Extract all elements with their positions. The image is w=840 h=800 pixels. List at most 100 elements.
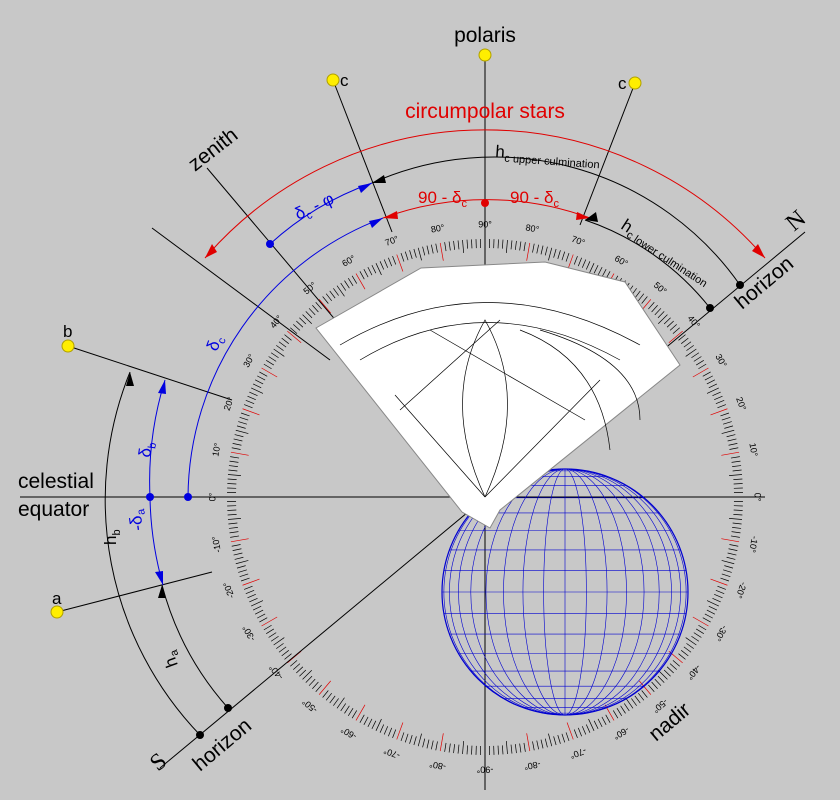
scale-tick (585, 261, 591, 270)
scale-tick (270, 352, 279, 359)
scale-tick (588, 718, 595, 731)
scale-tick (371, 720, 377, 730)
protractor-line (394, 394, 486, 498)
scale-tick (651, 681, 658, 689)
scale-tick (315, 684, 322, 692)
scale-tick (672, 327, 680, 334)
scale-tick (305, 675, 313, 683)
scale-tick (404, 251, 409, 261)
scale-tick (302, 314, 313, 325)
scale-tick (383, 726, 389, 735)
scale-tick (296, 320, 304, 328)
scale-tick (683, 646, 692, 653)
scale-tick (514, 240, 517, 250)
scale-tick (448, 743, 451, 753)
scale-tick (601, 269, 607, 278)
red-arrows (205, 199, 765, 258)
scale-tick (363, 716, 369, 725)
scale-tick (238, 569, 247, 573)
scale-tick (239, 416, 249, 421)
scale-tick (457, 240, 460, 250)
scale-tick (322, 296, 329, 304)
degree-scale: 90°80° 80°70° 70°60° 60°50° 50°40° 40°30° 30°2… (207, 219, 762, 774)
scale-tick (340, 282, 347, 291)
scale-tick (651, 305, 658, 313)
scale-tick (244, 404, 253, 409)
protractor-arc (519, 329, 611, 451)
scale-tick (726, 434, 736, 438)
scale-tick (727, 438, 737, 442)
scale-tick (229, 460, 239, 463)
scale-tick (228, 526, 238, 529)
scale-tick (717, 585, 726, 590)
scale-tick (638, 293, 645, 302)
scale-tick (347, 278, 354, 287)
scale-tick (251, 387, 264, 394)
scale-tick (435, 741, 438, 751)
label-sub: c (461, 198, 467, 210)
scale-tick (733, 514, 743, 516)
scale-tick (657, 675, 665, 683)
scale-tick (252, 383, 262, 389)
scale-tick (351, 275, 358, 284)
hc-lower-arc (584, 219, 711, 309)
scale-label: -80° (523, 759, 541, 772)
label-main: δ (135, 447, 155, 459)
scale-tick (502, 239, 504, 249)
star (326, 73, 340, 87)
scale-tick (242, 578, 260, 586)
scale-tick (657, 311, 665, 319)
scale-tick (544, 246, 548, 256)
scale-tick (392, 256, 397, 265)
scale-tick (312, 681, 319, 689)
scale-tick (693, 356, 702, 362)
scale-tick (731, 460, 741, 463)
scale-tick (548, 733, 553, 747)
label-circumpolar: circumpolar stars (405, 100, 565, 123)
scale-tick (657, 669, 668, 680)
scale-tick (266, 628, 275, 635)
scale-tick (502, 745, 504, 755)
scale-tick (417, 247, 422, 261)
scale-tick (510, 744, 513, 754)
dc-line (151, 227, 331, 361)
scale-tick (453, 240, 456, 250)
scale-tick (363, 269, 369, 278)
label-sub: b (146, 442, 159, 450)
scale-tick (593, 720, 599, 730)
scale-tick (732, 526, 742, 529)
scale-tick (318, 299, 331, 314)
scale-tick (367, 718, 373, 728)
scale-tick (532, 741, 535, 751)
point (706, 304, 714, 312)
scale-tick (561, 733, 566, 743)
scale-tick (577, 257, 582, 267)
scale-label: -10° (210, 535, 223, 553)
stars (50, 48, 642, 619)
scale-tick (695, 359, 704, 366)
label-sub: a (135, 507, 148, 516)
scale-tick (308, 678, 316, 686)
scale-tick (510, 240, 513, 250)
scale-label: 80° (430, 222, 446, 234)
scale-tick (431, 740, 434, 750)
scale-tick (457, 744, 460, 754)
scale-tick (344, 705, 350, 714)
scale-tick (693, 632, 702, 638)
scale-tick (293, 324, 301, 331)
scale-tick (284, 653, 292, 660)
scale-tick (400, 252, 405, 262)
point (196, 731, 204, 739)
arrow (155, 571, 163, 585)
arrow (372, 175, 386, 183)
scale-tick (557, 250, 561, 259)
scale-tick (695, 628, 704, 635)
scale-tick (417, 733, 422, 747)
scale-tick (254, 379, 264, 385)
scale-tick (259, 617, 268, 623)
scale-tick (666, 666, 674, 674)
scale-tick (612, 710, 619, 719)
scale-tick (729, 544, 739, 547)
scale-tick (245, 400, 255, 405)
